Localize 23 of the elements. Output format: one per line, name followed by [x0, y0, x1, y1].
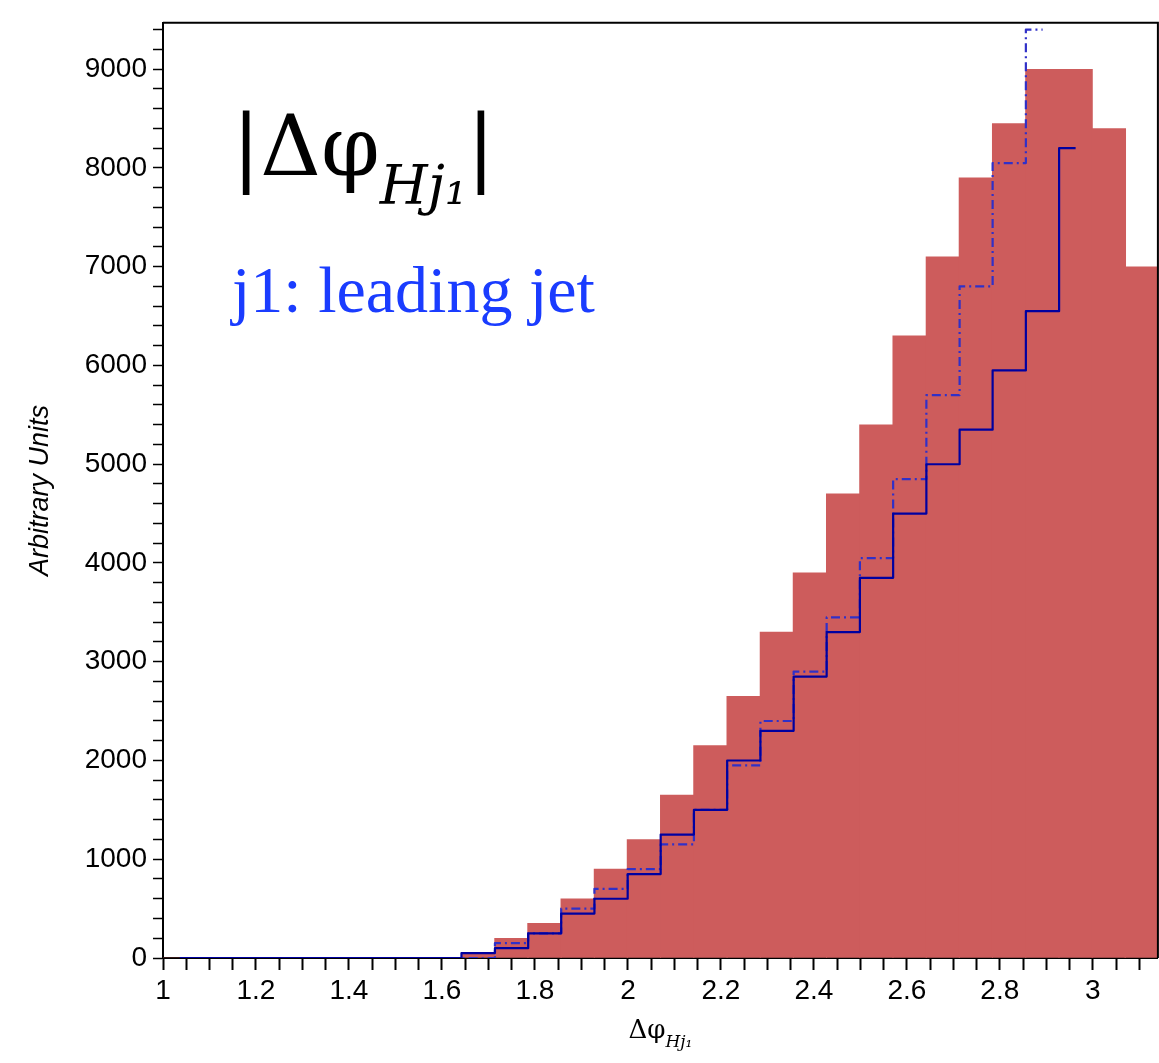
annotation: j1: leading jet [230, 253, 595, 326]
y-tick-label: 9000 [84, 51, 147, 83]
y-tick-label: 3000 [84, 644, 147, 676]
x-tick-label: 3 [1085, 973, 1101, 1005]
y-tick-label: 7000 [84, 249, 147, 281]
x-tick-label: 1.2 [236, 973, 276, 1005]
x-tick-label: 2.6 [887, 973, 927, 1005]
y-axis-title: Arbitrary Units [24, 404, 54, 578]
y-tick-label: 6000 [84, 348, 147, 380]
y-tick-label: 0 [131, 940, 147, 972]
x-tick-label: 1.8 [515, 973, 555, 1005]
y-tick-label: 5000 [84, 446, 147, 478]
x-tick-label: 2 [620, 973, 636, 1005]
x-tick-label: 1 [155, 973, 171, 1005]
y-tick-label: 4000 [84, 545, 147, 577]
x-tick-label: 1.6 [422, 973, 462, 1005]
x-tick-label: 2.4 [794, 973, 834, 1005]
y-tick-label: 1000 [84, 841, 147, 873]
y-tick-label: 8000 [84, 150, 147, 182]
x-tick-label: 1.4 [329, 973, 369, 1005]
y-tick-label: 2000 [84, 743, 147, 775]
x-tick-label: 2.8 [980, 973, 1020, 1005]
x-tick-label: 2.2 [701, 973, 741, 1005]
